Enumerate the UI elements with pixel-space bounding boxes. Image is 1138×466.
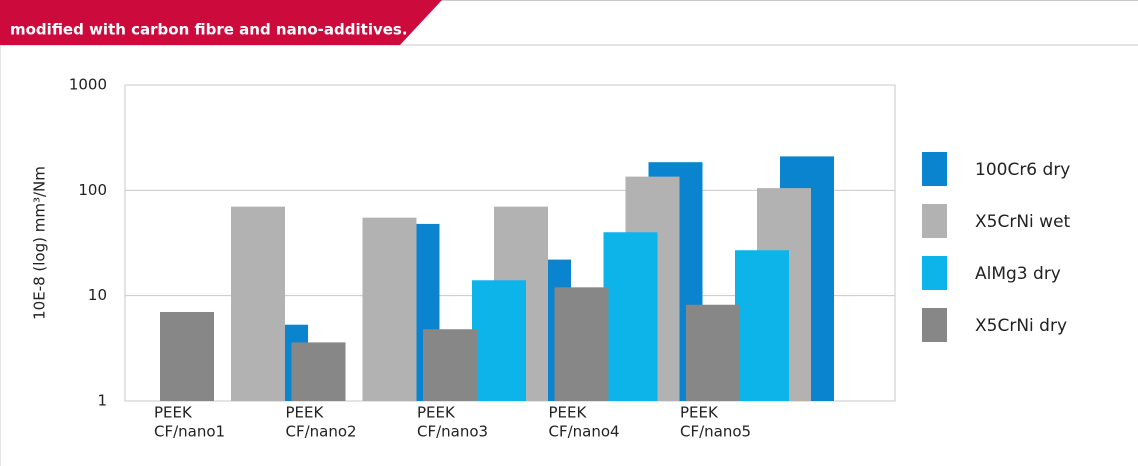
bar — [735, 250, 789, 401]
legend-swatch — [922, 152, 947, 186]
legend-swatch — [922, 256, 947, 290]
x-tick-label: PEEK — [286, 404, 325, 422]
y-tick-label: 1000 — [69, 76, 107, 94]
bar — [554, 287, 609, 401]
x-tick-label: CF/nano1 — [154, 423, 225, 441]
x-tick-label: PEEK — [154, 404, 193, 422]
bar — [686, 304, 740, 401]
bar — [362, 217, 417, 401]
x-tick-label: PEEK — [680, 404, 719, 422]
legend-label: AlMg3 dry — [975, 264, 1061, 284]
bar — [423, 329, 477, 401]
x-tick-label: CF/nano3 — [417, 423, 488, 441]
y-axis-label: 10E-8 (log) mm³/Nm — [31, 166, 49, 320]
legend-label: 100Cr6 dry — [975, 160, 1070, 180]
x-tick-label: PEEK — [417, 404, 456, 422]
x-tick-label: CF/nano5 — [680, 423, 751, 441]
legend-label: X5CrNi dry — [975, 316, 1067, 336]
bar — [160, 311, 214, 401]
header-banner — [0, 0, 442, 45]
legend-label: X5CrNi wet — [975, 212, 1071, 232]
y-tick-label: 100 — [78, 181, 107, 199]
legend-swatch — [922, 204, 947, 238]
frame — [0, 44, 1138, 466]
x-tick-label: PEEK — [549, 404, 588, 422]
chart-title: modified with carbon fibre and nano-addi… — [10, 21, 408, 39]
bar — [291, 342, 346, 401]
x-tick-label: CF/nano2 — [286, 423, 357, 441]
x-tick-label: CF/nano4 — [549, 423, 620, 441]
legend-swatch — [922, 308, 947, 342]
y-tick-label: 1 — [97, 392, 107, 410]
y-tick-label: 10 — [88, 286, 107, 304]
bar — [231, 206, 285, 401]
bar — [603, 232, 658, 401]
bar — [472, 280, 526, 401]
